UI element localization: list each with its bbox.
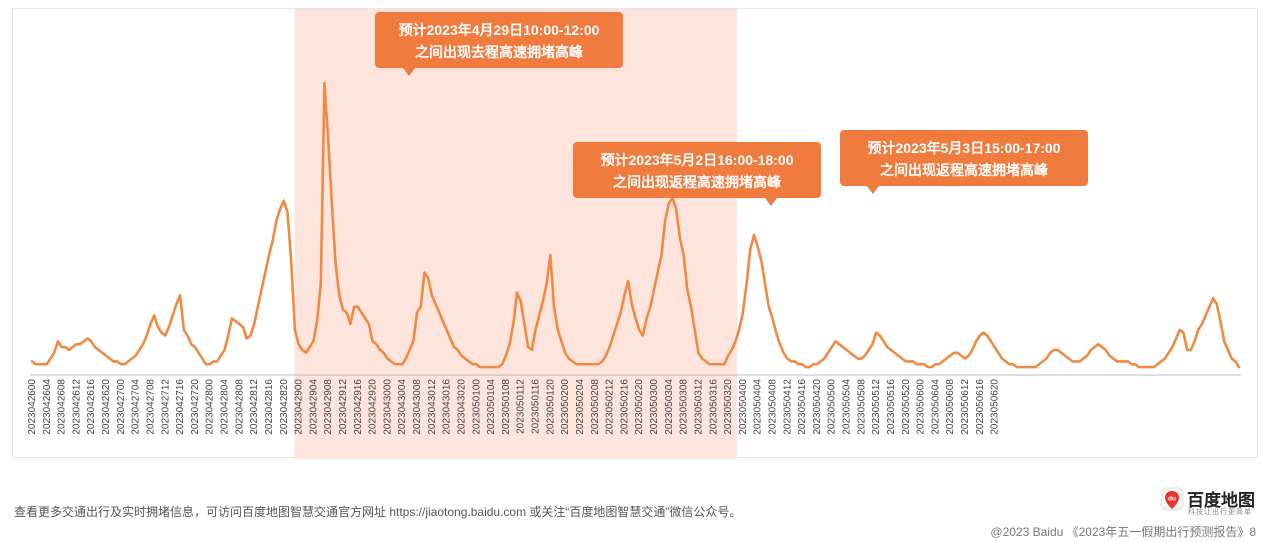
x-tick-label: 2023042608	[57, 379, 68, 435]
x-tick-label: 2023050416	[797, 379, 808, 435]
x-tick-label: 2023050608	[945, 379, 956, 435]
x-tick-label: 2023043020	[456, 379, 467, 435]
x-tick-label: 2023042812	[249, 379, 260, 435]
map-pin-icon: du	[1160, 487, 1184, 511]
callout-pointer	[403, 68, 415, 76]
x-tick-label: 2023050404	[753, 379, 764, 435]
callout-box	[375, 12, 623, 68]
callout-box	[840, 130, 1088, 186]
logo-slogan: 科技让出行更简单	[1188, 509, 1252, 516]
x-tick-label: 2023050400	[738, 379, 749, 435]
x-tick-label: 2023043016	[442, 379, 453, 435]
x-tick-label: 2023042712	[160, 379, 171, 435]
x-tick-label: 2023050304	[664, 379, 675, 435]
callout-line-2: 之间出现返程高速拥堵高峰	[880, 162, 1049, 178]
x-tick-label: 2023050620	[990, 379, 1001, 435]
x-tick-label: 2023050116	[531, 379, 542, 434]
x-tick-label: 2023050616	[975, 379, 986, 435]
x-tick-label: 2023050204	[575, 379, 586, 435]
x-tick-label: 2023042820	[279, 379, 290, 435]
x-tick-label: 2023042908	[323, 379, 334, 435]
x-tick-label: 2023050508	[856, 379, 867, 435]
x-tick-label: 2023050112	[516, 379, 527, 434]
x-tick-label: 2023050420	[812, 379, 823, 435]
x-tick-label: 2023050104	[486, 379, 497, 435]
x-tick-label: 2023050612	[960, 379, 971, 435]
svg-text:du: du	[1168, 496, 1176, 503]
x-tick-label: 2023050120	[545, 379, 556, 435]
x-tick-label: 2023042808	[234, 379, 245, 435]
x-tick-label: 2023042916	[353, 379, 364, 435]
callout-line-1: 预计2023年5月3日15:00-17:00	[868, 140, 1061, 156]
x-tick-label: 2023042804	[220, 379, 231, 435]
x-tick-label: 2023042700	[116, 379, 127, 435]
x-tick-label: 2023050308	[679, 379, 690, 435]
callout-pointer	[765, 198, 777, 206]
x-tick-label: 2023042708	[145, 379, 156, 435]
callout-box	[573, 142, 821, 198]
x-tick-label: 2023042716	[175, 379, 186, 435]
congestion-index-series	[30, 81, 1241, 369]
x-tick-label: 2023050208	[590, 379, 601, 435]
x-tick-label: 2023050516	[886, 379, 897, 435]
x-tick-label: 2023042600	[27, 379, 38, 435]
x-tick-label: 2023043012	[427, 379, 438, 435]
x-tick-label: 2023050312	[693, 379, 704, 435]
x-tick-label: 2023050108	[501, 379, 512, 435]
x-tick-label: 2023050320	[723, 379, 734, 435]
x-tick-label: 2023050220	[634, 379, 645, 435]
callout-line-2: 之间出现返程高速拥堵高峰	[613, 174, 782, 190]
x-tick-label: 2023043004	[397, 379, 408, 435]
x-tick-label: 2023042604	[42, 379, 53, 435]
callout-line-1: 预计2023年5月2日16:00-18:00	[601, 152, 794, 168]
x-tick-label: 2023050200	[560, 379, 571, 435]
chart-frame: 2023042600 2023042604 2023042608 2023042612…	[12, 8, 1258, 459]
callout-pointer	[867, 186, 879, 194]
x-tick-label: 2023050300	[649, 379, 660, 435]
copyright-text: @2023 Baidu 《2023年五一假期出行预测报告》8	[990, 525, 1256, 539]
x-tick-label: 2023042620	[101, 379, 112, 435]
x-tick-label: 2023050520	[901, 379, 912, 435]
x-tick-label: 2023050216	[619, 379, 630, 435]
callout-line-1: 预计2023年4月29日10:00-12:00	[399, 22, 600, 38]
x-tick-label: 2023050504	[842, 379, 853, 435]
x-tick-label: 2023042904	[308, 379, 319, 435]
x-tick-label: 2023050100	[471, 379, 482, 435]
logo-name: 百度地图	[1187, 491, 1255, 510]
x-tick-label: 2023042912	[338, 379, 349, 435]
x-tick-label: 2023050604	[930, 379, 941, 435]
line-chart: 2023042600 2023042604 2023042608 2023042612…	[27, 9, 1241, 459]
callout-line-2: 之间出现去程高速拥堵高峰	[415, 44, 584, 60]
x-tick-label: 2023042720	[190, 379, 201, 435]
x-tick-label: 2023042800	[205, 379, 216, 435]
x-tick-label: 2023050316	[708, 379, 719, 435]
x-tick-label: 2023050408	[767, 379, 778, 435]
peak-callout: 预计2023年5月2日16:00-18:00 之间出现返程高速拥堵高峰	[573, 142, 821, 206]
x-tick-label: 2023042900	[294, 379, 305, 435]
x-tick-label: 2023050500	[827, 379, 838, 435]
x-tick-label: 2023042920	[368, 379, 379, 435]
x-tick-label: 2023050212	[605, 379, 616, 435]
peak-callout: 预计2023年4月29日10:00-12:00 之间出现去程高速拥堵高峰	[375, 12, 623, 76]
x-tick-label: 2023042616	[86, 379, 97, 435]
peak-callout: 预计2023年5月3日15:00-17:00 之间出现返程高速拥堵高峰	[840, 130, 1088, 194]
x-tick-label: 2023042612	[71, 379, 82, 435]
baidu-map-logo: du 百度地图 科技让出行更简单	[1157, 486, 1257, 516]
x-tick-label: 2023042816	[264, 379, 275, 435]
x-tick-label: 2023043000	[382, 379, 393, 435]
footer-note: 查看更多交通出行及实时拥堵信息，可访问百度地图智慧交通官方网址 https://…	[14, 505, 742, 519]
x-tick-label: 2023050600	[916, 379, 927, 435]
x-tick-label: 2023050412	[782, 379, 793, 435]
x-tick-label: 2023042704	[131, 379, 142, 435]
x-tick-label: 2023043008	[412, 379, 423, 435]
x-tick-label: 2023050512	[871, 379, 882, 435]
